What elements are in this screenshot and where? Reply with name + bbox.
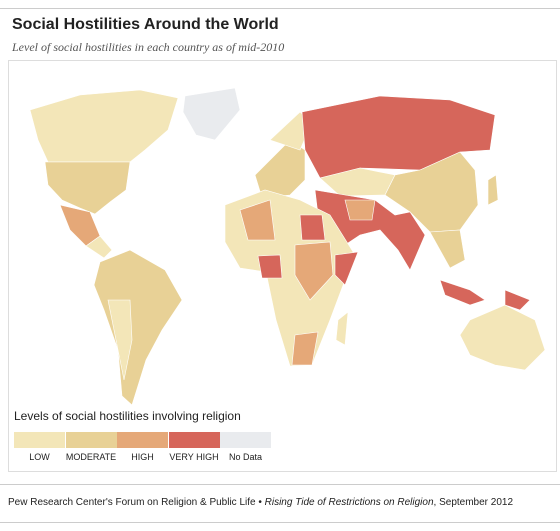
top-rule xyxy=(0,8,560,9)
southeast-asia xyxy=(429,229,466,269)
madagascar xyxy=(335,311,349,346)
bottom-rule xyxy=(0,522,560,523)
papua xyxy=(504,289,531,311)
legend-swatch xyxy=(168,432,220,448)
nigeria xyxy=(257,254,283,279)
map-frame xyxy=(8,60,557,472)
report-title: Rising Tide of Restrictions on Religion xyxy=(264,497,434,508)
source: Pew Research Center's Forum on Religion … xyxy=(8,497,265,508)
greenland xyxy=(182,87,241,141)
algeria xyxy=(239,199,276,241)
somalia xyxy=(334,251,359,286)
east-africa xyxy=(294,241,334,301)
indonesia xyxy=(439,279,486,306)
south-africa xyxy=(291,331,319,366)
legend-swatch xyxy=(14,432,65,448)
canada xyxy=(29,89,179,163)
legend-label: VERY HIGH xyxy=(169,452,219,462)
central-america xyxy=(85,235,113,259)
japan xyxy=(487,174,499,206)
legend-swatch xyxy=(65,432,117,448)
subtitle: Level of social hostilities in each coun… xyxy=(12,40,285,54)
legend-swatch xyxy=(220,432,271,448)
legend-title: Levels of social hostilities involving r… xyxy=(14,409,241,423)
egypt xyxy=(299,214,326,241)
usa xyxy=(44,161,131,215)
australia xyxy=(459,304,546,371)
legend-label: HIGH xyxy=(131,452,154,462)
footer-rule xyxy=(0,484,560,485)
south-america xyxy=(93,249,183,406)
chile-argentina xyxy=(107,299,133,381)
legend-label: No Data xyxy=(228,452,263,462)
title: Social Hostilities Around the World xyxy=(12,16,279,33)
legend-label: LOW xyxy=(29,452,50,462)
legend-label: MODERATE xyxy=(65,452,117,462)
world-map xyxy=(29,87,546,406)
legend-swatch xyxy=(117,432,168,448)
footer: Pew Research Center's Forum on Religion … xyxy=(8,497,513,508)
date: , September 2012 xyxy=(433,497,514,508)
china xyxy=(384,151,479,233)
iran xyxy=(344,199,376,221)
